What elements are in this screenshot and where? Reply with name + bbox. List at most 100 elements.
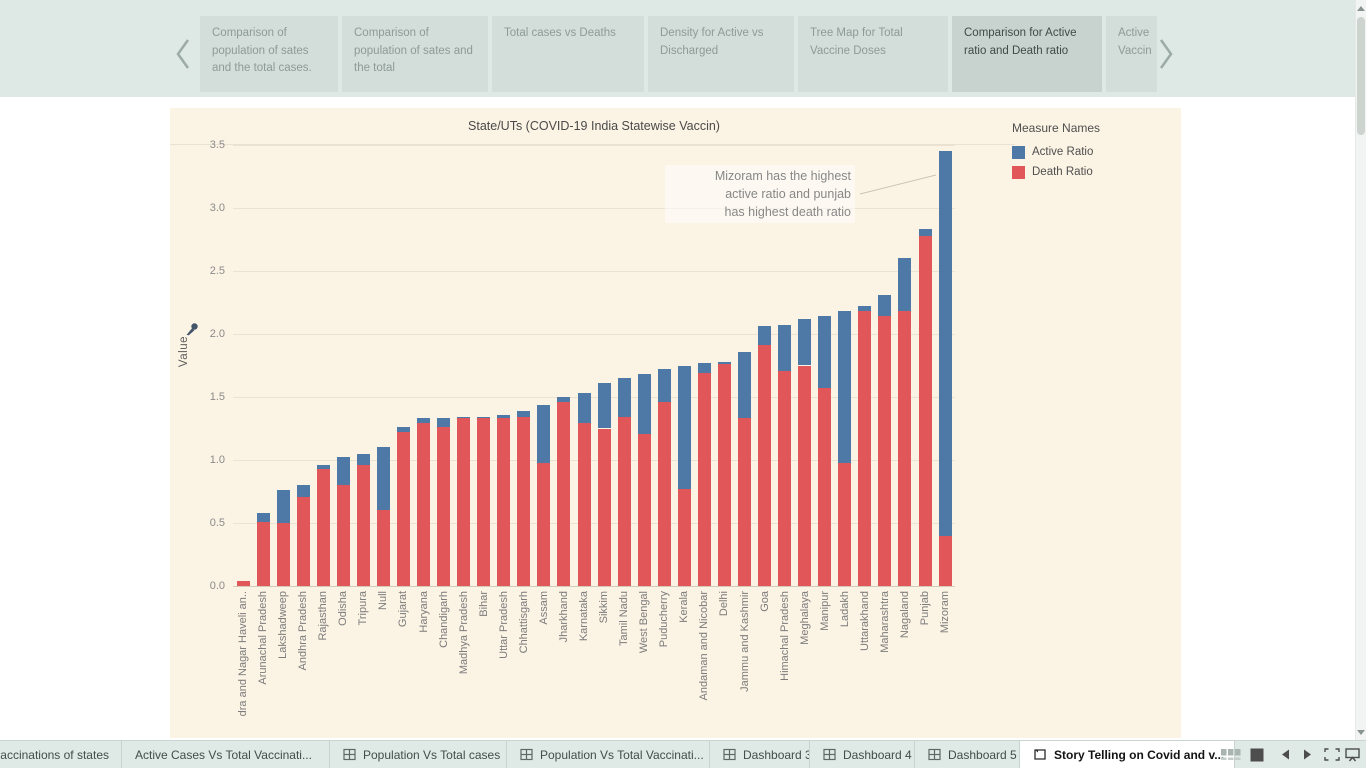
bar-death-ratio-Mizoram[interactable] (938, 535, 952, 586)
bar-death-ratio-Bihar[interactable] (477, 418, 491, 586)
sheet-tab-dashboard-4[interactable]: Dashboard 4 (810, 741, 915, 768)
sheet-tab-population-vs-total-cases[interactable]: Population Vs Total cases (330, 741, 507, 768)
story-point-tab-1[interactable]: Comparison of population of sates and th… (200, 16, 338, 92)
annotation-text[interactable]: Mizoram has the highest active ratio and … (665, 165, 855, 223)
story-point-tab-7[interactable]: Active Vaccin (1106, 16, 1157, 92)
bar-active-ratio-Chandigarh[interactable] (437, 418, 451, 428)
legend-item-active-ratio[interactable]: Active Ratio (1012, 142, 1172, 162)
bar-active-ratio-Rajasthan[interactable] (316, 465, 330, 469)
bar-active-ratio-Lakshadweep[interactable] (276, 490, 290, 523)
pinned-axis-icon[interactable] (185, 322, 200, 337)
next-sheet-icon[interactable] (1303, 749, 1312, 760)
story-point-tab-5[interactable]: Tree Map for Total Vaccine Doses (798, 16, 948, 92)
story-point-tab-2[interactable]: Comparison of population of sates and th… (342, 16, 488, 92)
bar-death-ratio-Haryana[interactable] (417, 423, 431, 586)
bar-death-ratio-Odisha[interactable] (336, 485, 350, 586)
bar-death-ratio-Maharashtra[interactable] (878, 316, 892, 586)
bar-death-ratio-Kerala[interactable] (677, 488, 691, 586)
bar-death-ratio-West Bengal[interactable] (637, 433, 651, 586)
bar-active-ratio-Jammu and Kashmir[interactable] (738, 351, 751, 419)
bar-death-ratio-Karnataka[interactable] (577, 423, 591, 586)
bar-death-ratio-Ladakh[interactable] (838, 462, 852, 586)
next-story-point-icon[interactable] (1155, 36, 1177, 72)
bar-death-ratio-Rajasthan[interactable] (316, 468, 330, 586)
fullscreen-icon[interactable] (1324, 748, 1340, 761)
bar-death-ratio-Delhi[interactable] (717, 364, 731, 586)
bar-death-ratio-Punjab[interactable] (918, 235, 932, 586)
bar-active-ratio-Tamil Nadu[interactable] (617, 378, 631, 418)
bar-death-ratio-Null[interactable] (376, 510, 390, 586)
bar-active-ratio-Andhra Pradesh[interactable] (296, 485, 310, 497)
presentation-mode-icon[interactable] (1345, 747, 1360, 762)
bar-death-ratio-Andaman and Nicobar[interactable] (697, 373, 711, 586)
bar-death-ratio-dra and Nagar Haveli an..[interactable] (236, 580, 250, 586)
bar-death-ratio-Jharkhand[interactable] (557, 402, 571, 586)
bar-active-ratio-Ladakh[interactable] (838, 311, 852, 463)
story-point-tab-3[interactable]: Total cases vs Deaths (492, 16, 644, 92)
bar-active-ratio-Puducherry[interactable] (657, 369, 671, 403)
bar-active-ratio-Goa[interactable] (758, 326, 772, 346)
bar-active-ratio-Chhattisgarh[interactable] (517, 410, 531, 418)
story-point-tab-4[interactable]: Density for Active vs Discharged (648, 16, 794, 92)
bar-death-ratio-Goa[interactable] (758, 345, 772, 586)
bar-active-ratio-Meghalaya[interactable] (798, 318, 812, 366)
bar-death-ratio-Tamil Nadu[interactable] (617, 417, 631, 586)
filmstrip-icon[interactable] (1221, 748, 1241, 761)
current-view-icon[interactable] (1250, 748, 1264, 762)
bar-active-ratio-Punjab[interactable] (918, 229, 932, 236)
sheet-tab-dashboard-5[interactable]: Dashboard 5 (915, 741, 1020, 768)
bar-active-ratio-Odisha[interactable] (336, 457, 350, 486)
bar-active-ratio-Haryana[interactable] (417, 418, 431, 424)
previous-story-point-icon[interactable] (172, 36, 194, 72)
scroll-up-button[interactable] (1356, 0, 1366, 16)
scrollbar-thumb[interactable] (1357, 17, 1365, 135)
story-point-tab-6[interactable]: Comparison for Active ratio and Death ra… (952, 16, 1102, 92)
bar-death-ratio-Sikkim[interactable] (597, 428, 611, 586)
sheet-tab-population-vs-total-vaccinati-[interactable]: Population Vs Total Vaccinati... (507, 741, 710, 768)
bar-death-ratio-Meghalaya[interactable] (798, 365, 812, 586)
legend-item-death-ratio[interactable]: Death Ratio (1012, 162, 1172, 182)
bar-active-ratio-Madhya Pradesh[interactable] (457, 417, 471, 419)
bar-active-ratio-Null[interactable] (376, 447, 390, 511)
bar-active-ratio-Jharkhand[interactable] (557, 397, 571, 403)
bar-death-ratio-Tripura[interactable] (356, 465, 370, 586)
bar-active-ratio-Arunachal Pradesh[interactable] (256, 512, 270, 522)
bar-death-ratio-Gujarat[interactable] (396, 432, 410, 586)
sheet-tab-active-cases-vs-total-vaccinati-[interactable]: Active Cases Vs Total Vaccinati... (122, 741, 330, 768)
bar-death-ratio-Nagaland[interactable] (898, 311, 912, 586)
bar-active-ratio-Nagaland[interactable] (898, 258, 912, 312)
bar-active-ratio-Uttar Pradesh[interactable] (497, 414, 511, 419)
bar-active-ratio-Delhi[interactable] (717, 361, 731, 365)
bar-active-ratio-West Bengal[interactable] (637, 374, 651, 434)
bar-death-ratio-Himachal Pradesh[interactable] (778, 370, 792, 586)
bar-death-ratio-Jammu and Kashmir[interactable] (738, 418, 751, 586)
scroll-down-button[interactable] (1356, 724, 1366, 740)
vertical-scrollbar[interactable] (1355, 0, 1366, 740)
bar-active-ratio-Uttarakhand[interactable] (858, 306, 872, 312)
bar-death-ratio-Chhattisgarh[interactable] (517, 417, 531, 586)
bar-active-ratio-Mizoram[interactable] (938, 151, 952, 536)
bar-active-ratio-Sikkim[interactable] (597, 383, 611, 429)
bar-death-ratio-Assam[interactable] (537, 462, 551, 586)
bar-active-ratio-Kerala[interactable] (677, 365, 691, 489)
bar-active-ratio-Maharashtra[interactable] (878, 294, 892, 317)
bar-death-ratio-Manipur[interactable] (818, 388, 832, 586)
bar-death-ratio-Puducherry[interactable] (657, 402, 671, 586)
sheet-tab-story-telling-on-covid-and-v-[interactable]: Story Telling on Covid and v... (1020, 741, 1235, 768)
bar-death-ratio-Andhra Pradesh[interactable] (296, 496, 310, 586)
bar-death-ratio-Lakshadweep[interactable] (276, 523, 290, 586)
bar-active-ratio-Assam[interactable] (537, 404, 551, 463)
bar-active-ratio-Andaman and Nicobar[interactable] (697, 362, 711, 374)
previous-sheet-icon[interactable] (1281, 749, 1290, 760)
sheet-tab-accinations-of-states[interactable]: accinations of states (0, 741, 122, 768)
bar-active-ratio-Gujarat[interactable] (396, 427, 410, 433)
bar-active-ratio-Himachal Pradesh[interactable] (778, 325, 792, 371)
bar-death-ratio-Uttar Pradesh[interactable] (497, 418, 511, 586)
bar-active-ratio-Tripura[interactable] (356, 453, 370, 466)
bar-active-ratio-Karnataka[interactable] (577, 393, 591, 424)
bar-death-ratio-Arunachal Pradesh[interactable] (256, 521, 270, 586)
bar-death-ratio-Chandigarh[interactable] (437, 427, 451, 586)
bar-active-ratio-Manipur[interactable] (818, 316, 832, 389)
bar-active-ratio-Bihar[interactable] (477, 417, 491, 419)
bar-death-ratio-Madhya Pradesh[interactable] (457, 418, 471, 586)
